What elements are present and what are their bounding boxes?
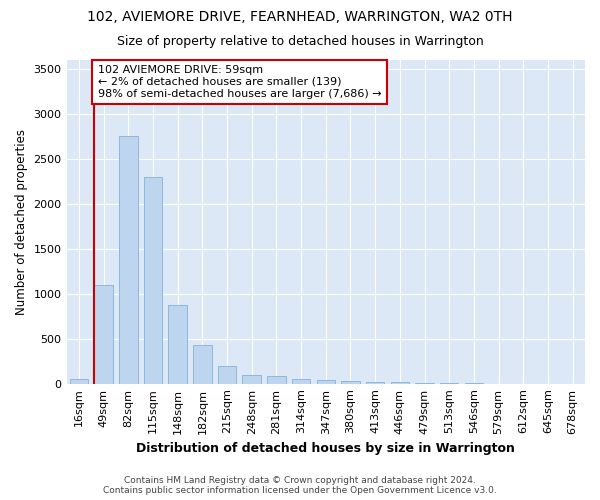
Bar bbox=[415, 383, 434, 384]
Text: Size of property relative to detached houses in Warrington: Size of property relative to detached ho… bbox=[116, 35, 484, 48]
Bar bbox=[317, 380, 335, 384]
Bar bbox=[341, 381, 360, 384]
Bar bbox=[292, 378, 310, 384]
Bar bbox=[218, 366, 236, 384]
Bar bbox=[143, 177, 162, 384]
Text: 102, AVIEMORE DRIVE, FEARNHEAD, WARRINGTON, WA2 0TH: 102, AVIEMORE DRIVE, FEARNHEAD, WARRINGT… bbox=[87, 10, 513, 24]
Bar bbox=[193, 345, 212, 384]
Bar bbox=[119, 136, 137, 384]
Text: 102 AVIEMORE DRIVE: 59sqm
← 2% of detached houses are smaller (139)
98% of semi-: 102 AVIEMORE DRIVE: 59sqm ← 2% of detach… bbox=[98, 66, 382, 98]
X-axis label: Distribution of detached houses by size in Warrington: Distribution of detached houses by size … bbox=[136, 442, 515, 455]
Bar bbox=[169, 304, 187, 384]
Bar bbox=[70, 378, 88, 384]
Bar bbox=[267, 376, 286, 384]
Bar bbox=[366, 382, 385, 384]
Bar bbox=[242, 374, 261, 384]
Text: Contains HM Land Registry data © Crown copyright and database right 2024.
Contai: Contains HM Land Registry data © Crown c… bbox=[103, 476, 497, 495]
Bar bbox=[391, 382, 409, 384]
Bar bbox=[94, 285, 113, 384]
Y-axis label: Number of detached properties: Number of detached properties bbox=[15, 129, 28, 315]
